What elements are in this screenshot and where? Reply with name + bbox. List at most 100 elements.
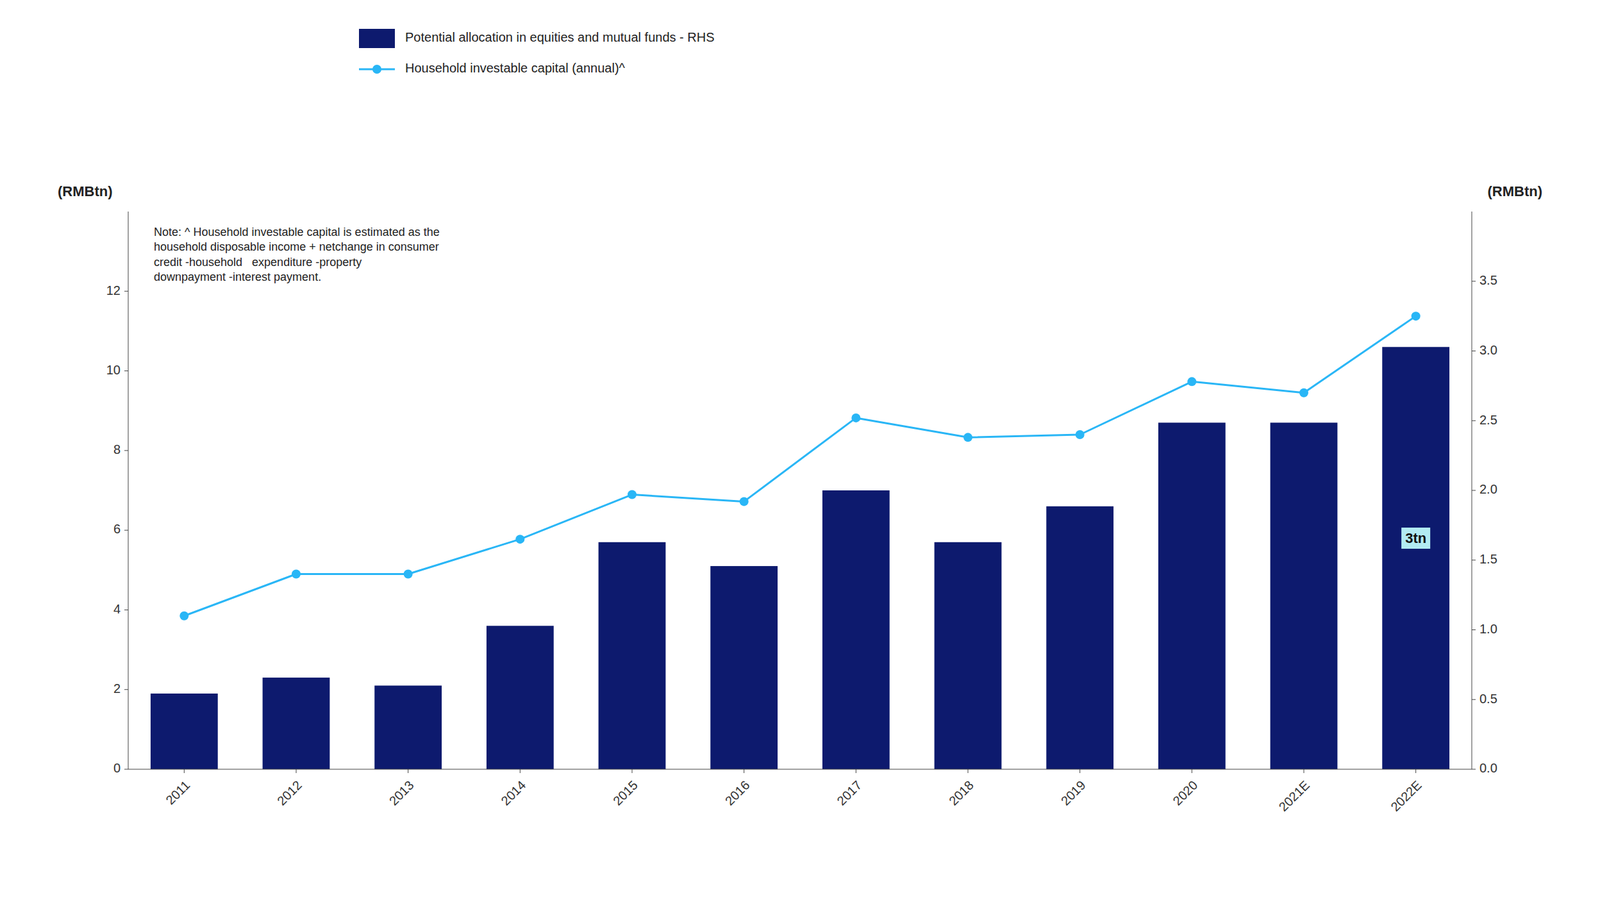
bar [486,625,554,770]
line-marker [1299,388,1309,398]
x-tick-label: 2022E [1387,777,1424,814]
y2-tick-label: 0.5 [1479,691,1498,706]
y2-tick [1471,629,1476,631]
y2-tick-label: 1.0 [1479,621,1498,636]
bar [374,685,442,770]
line-marker [179,611,189,621]
line-marker [1187,376,1197,386]
line-marker [403,569,413,579]
y2-tick-label: 3.0 [1479,342,1498,358]
note-line: Note: ^ Household investable capital is … [153,225,440,239]
x-tick [407,769,409,774]
annotations: 3tn Note: ^ Household investable capital … [153,225,1431,549]
y-tick-label: 6 [113,521,121,536]
bar [1270,422,1338,770]
y2-tick [1471,769,1476,770]
note: Note: ^ Household investable capital is … [153,225,440,284]
line [183,316,1416,617]
y-tick-label: 8 [113,442,121,457]
bar [150,693,218,770]
bar [598,542,667,770]
bar [710,566,778,770]
bar [262,677,331,770]
line-marker [739,496,749,506]
axes: 0 2 4 6 8 10 12 0.0 0.5 1.0 1.5 2.0 2.5 3.0 3.5 2011 201… [106,211,1498,815]
x-tick [183,769,185,774]
x-tick [519,769,521,774]
annotation-box [1401,527,1431,549]
x-tick [1303,769,1305,774]
bar [934,542,1002,770]
x-tick-label: 2012 [274,777,305,808]
line-marker [627,490,637,500]
legend-label: Potential allocation in equities and mut… [405,30,715,45]
x-tick-label: 2019 [1058,777,1089,808]
y2-tick [1471,490,1476,492]
y2-tick [1471,559,1476,561]
y-tick-label: 10 [106,362,121,377]
bar [1382,346,1450,770]
y2-tick-label: 1.5 [1479,551,1498,567]
x-tick-label: 2021E [1276,777,1313,814]
chart: 0 2 4 6 8 10 12 0.0 0.5 1.0 1.5 2.0 2.5 3.0 3.5 2011 201… [0,0,1600,900]
line-marker [1075,430,1085,440]
note-line: credit -household expenditure -property [153,255,362,269]
bar [822,490,890,770]
x-tick [1079,769,1081,774]
note-line: household disposable income + netchange … [153,240,440,254]
y2-tick [1471,420,1476,422]
annotation: 3tn [1405,530,1427,547]
x-tick-label: 2015 [610,777,641,808]
x-tick [1191,769,1193,774]
y2-tick [1471,350,1476,352]
line-marker [963,432,973,442]
bar [1046,506,1114,770]
y2-tick-label: 0.0 [1479,760,1498,775]
x-axis-line [128,769,1472,770]
y2-axis-label: (RMBtn) [1487,183,1543,200]
x-tick-label: 2014 [498,777,529,808]
y-tick-label: 12 [106,283,121,298]
y2-tick-label: 2.5 [1479,412,1498,427]
y-tick [124,530,129,531]
y-tick [124,769,129,770]
x-tick [743,769,745,774]
bar [1158,422,1226,770]
y-tick [124,689,129,690]
marks [150,311,1450,770]
y-tick-label: 4 [113,601,121,617]
line-marker [515,534,525,544]
y-axis-line [128,211,129,770]
x-tick-label: 2016 [722,777,753,808]
x-tick-label: 2013 [386,777,417,808]
x-tick-label: 2020 [1169,777,1200,808]
x-tick [1415,769,1417,774]
line-marker [1411,311,1421,321]
line-marker [851,413,861,423]
y-tick-label: 0 [113,760,121,775]
x-tick-label: 2011 [162,777,193,808]
y2-tick-label: 2.0 [1479,482,1498,497]
y-tick-label: 2 [113,681,121,696]
note-line: downpayment -interest payment. [153,270,322,284]
legend-marker [372,64,382,74]
legend: Potential allocation in equities and mut… [358,28,715,75]
y2-tick [1471,280,1476,282]
x-tick [296,769,297,774]
x-tick [855,769,857,774]
x-tick-label: 2018 [946,777,977,808]
legend-swatch [358,28,395,49]
y-tick [124,291,129,292]
y2-tick [1471,699,1476,700]
legend-label: Household investable capital (annual)^ [405,60,626,75]
x-tick [967,769,969,774]
y-tick [124,450,129,451]
y2-tick-label: 3.5 [1479,273,1498,288]
y-tick [124,370,129,372]
line-marker [291,569,301,579]
x-tick [632,769,633,774]
x-tick-label: 2017 [833,777,865,808]
y-tick [124,609,129,611]
y-axis-label: (RMBtn) [57,183,113,200]
background [0,0,1600,900]
